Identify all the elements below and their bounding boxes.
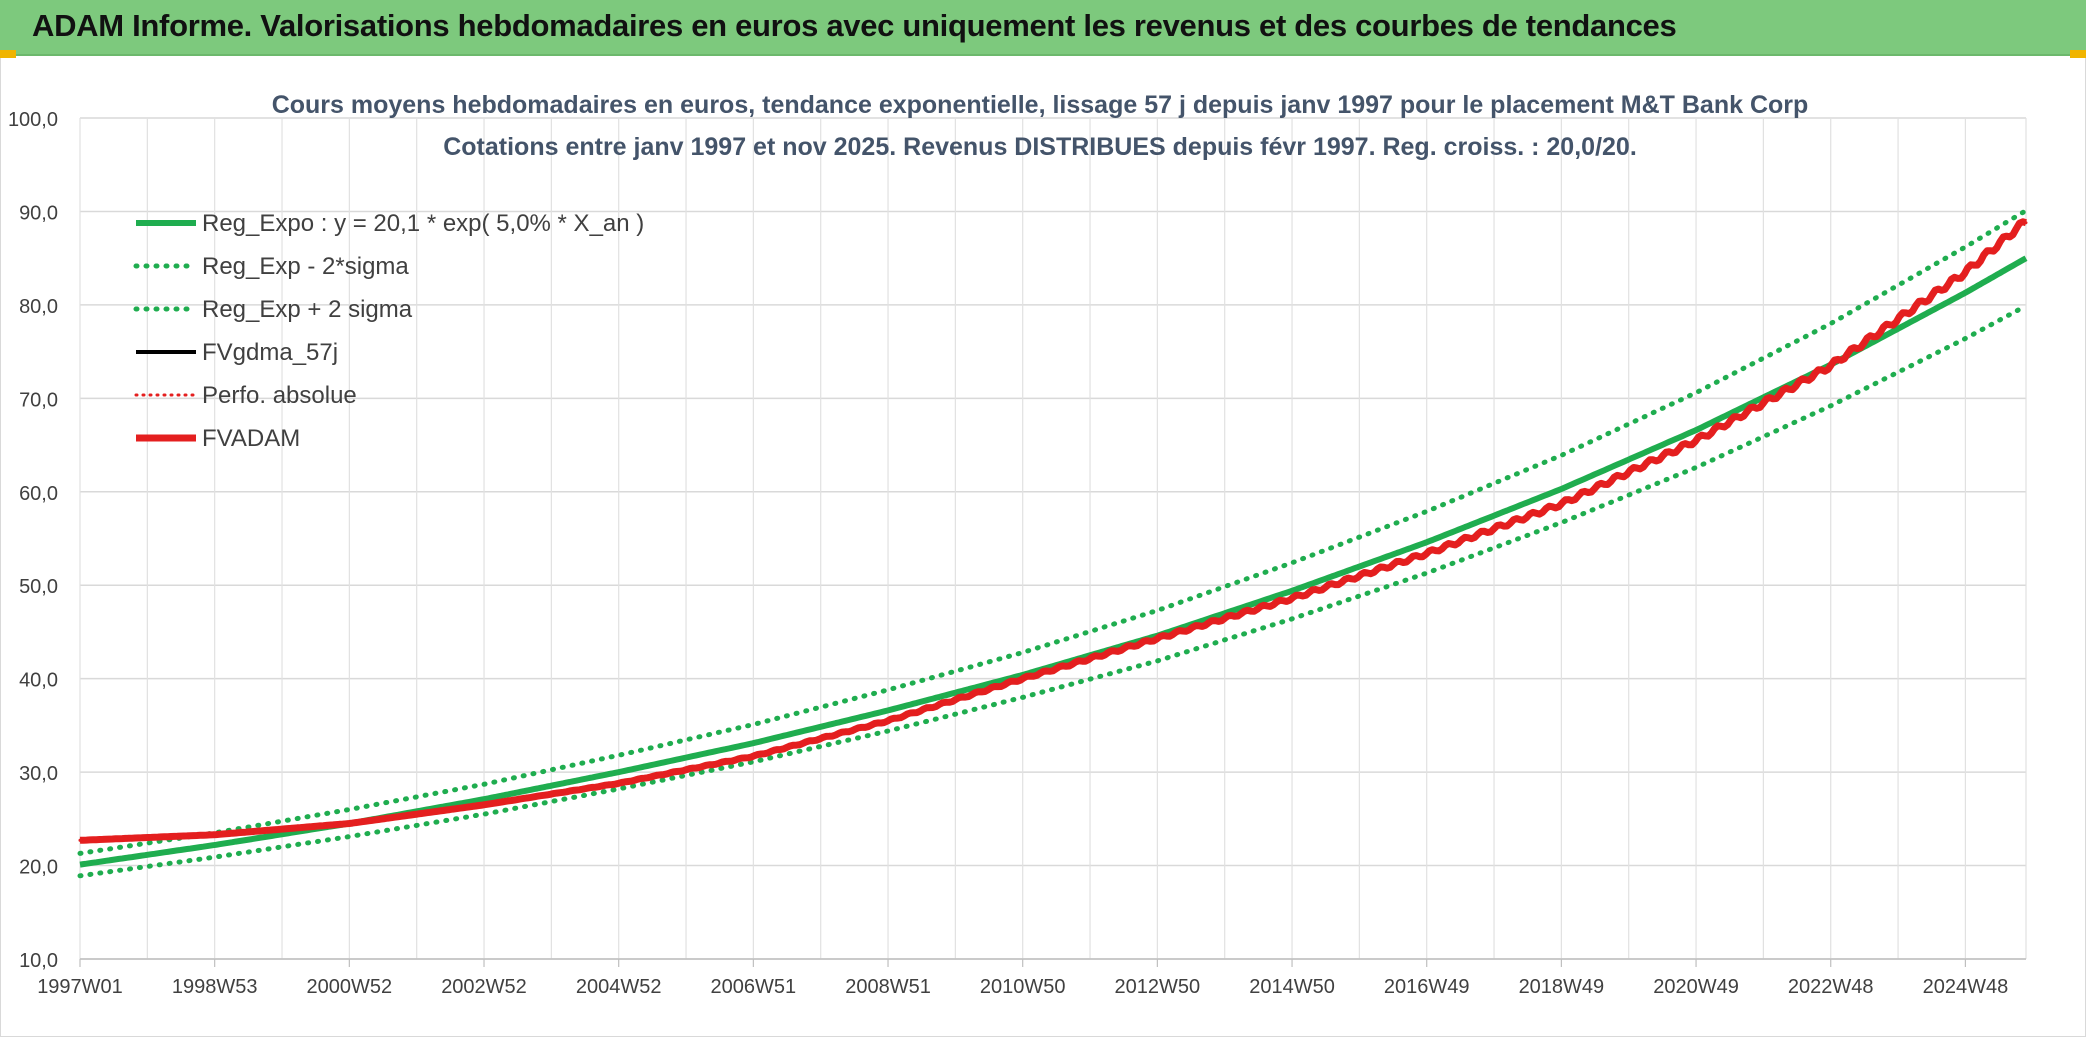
x-tick-label: 2006W51 <box>711 976 797 998</box>
y-tick-label: 20,0 <box>19 857 58 879</box>
y-tick-label: 80,0 <box>19 296 58 318</box>
legend-label: FVADAM <box>202 425 300 452</box>
series-line-fvadam <box>79 218 2027 844</box>
y-tick-label: 30,0 <box>19 763 58 785</box>
x-tick-label: 2000W52 <box>307 976 393 998</box>
y-tick-label: 70,0 <box>19 389 58 411</box>
y-tick-label: 100,0 <box>8 109 58 131</box>
series-line-reg-exp-2-sigma <box>77 208 2029 856</box>
y-tick-label: 10,0 <box>19 950 58 972</box>
legend-label: Perfo. absolue <box>202 382 357 409</box>
x-tick-label: 2010W50 <box>980 976 1066 998</box>
legend-label: FVgdma_57j <box>202 339 338 366</box>
y-tick-label: 90,0 <box>19 202 58 224</box>
report-banner: ADAM Informe. Valorisations hebdomadaire… <box>0 0 2086 56</box>
legend-label: Reg_Expo : y = 20,1 * exp( 5,0% * X_an ) <box>202 210 644 237</box>
series-line-reg-expo-y-20-1-exp-5-0-x-an <box>79 255 2028 868</box>
chart-subtitle: Cotations entre janv 1997 et nov 2025. R… <box>443 133 1637 161</box>
legend-label: Reg_Exp - 2*sigma <box>202 253 409 280</box>
x-tick-label: 2012W50 <box>1115 976 1201 998</box>
series-line-reg-exp-2-sigma <box>77 303 2029 879</box>
chart-legend: Reg_Expo : y = 20,1 * exp( 5,0% * X_an )… <box>133 210 644 452</box>
x-tick-label: 2008W51 <box>845 976 931 998</box>
chart-title: Cours moyens hebdomadaires en euros, ten… <box>272 91 1809 119</box>
y-tick-label: 50,0 <box>19 576 58 598</box>
x-tick-label: 2014W50 <box>1249 976 1335 998</box>
x-tick-label: 1997W01 <box>37 976 123 998</box>
legend-label: Reg_Exp + 2 sigma <box>202 296 413 323</box>
x-tick-label: 2020W49 <box>1653 976 1739 998</box>
x-tick-label: 2002W52 <box>441 976 527 998</box>
x-tick-label: 1998W53 <box>172 976 258 998</box>
x-tick-label: 2016W49 <box>1384 976 1470 998</box>
y-axis: 10,0 20,0 30,0 40,0 50,0 60,0 70,0 80,0 90,0 100,… <box>8 109 58 972</box>
x-tick-label: 2024W48 <box>1923 976 2009 998</box>
x-tick-label: 2022W48 <box>1788 976 1874 998</box>
report-title: ADAM Informe. Valorisations hebdomadaire… <box>32 8 1677 43</box>
x-tick-label: 2004W52 <box>576 976 662 998</box>
x-axis: 1997W01 1998W53 2000W52 2002W52 2004W52 2006W… <box>37 958 2026 998</box>
y-tick-label: 60,0 <box>19 483 58 505</box>
y-tick-label: 40,0 <box>19 670 58 692</box>
chart-grid <box>79 117 2027 960</box>
chart-series <box>77 208 2029 879</box>
x-tick-label: 2018W49 <box>1519 976 1605 998</box>
corner-marker-left <box>0 50 16 58</box>
corner-marker-right <box>2070 50 2086 58</box>
